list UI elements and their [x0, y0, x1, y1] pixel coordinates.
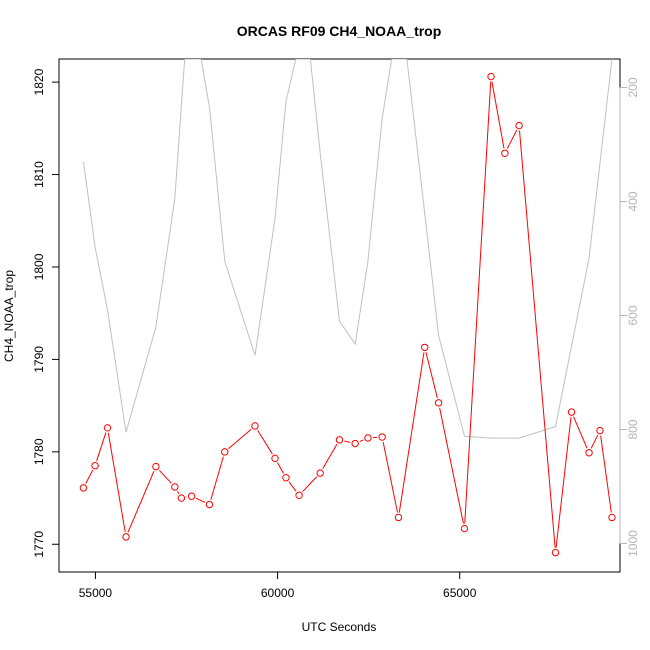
series-segment — [344, 440, 351, 443]
x-tick-label: 65000 — [443, 586, 477, 600]
data-point — [487, 72, 495, 81]
series-segment — [573, 416, 588, 449]
series-segment — [85, 469, 94, 484]
series-segment — [555, 417, 572, 548]
data-point — [221, 448, 229, 456]
series-segment — [425, 352, 438, 399]
series-segment — [195, 497, 206, 503]
series-segment — [519, 130, 556, 548]
y-tick-label: 1820 — [32, 68, 46, 95]
series-segment — [398, 352, 425, 513]
x-tick-label: 55000 — [79, 586, 113, 600]
data-point — [91, 462, 99, 470]
x-axis-label: UTC Seconds — [302, 620, 377, 634]
data-point — [567, 408, 576, 416]
series-segment — [127, 471, 155, 533]
series-segment — [491, 81, 505, 149]
y2-tick-label: 600 — [626, 305, 640, 325]
y-tick-label: 1780 — [32, 438, 46, 465]
data-point — [122, 533, 130, 541]
series-segment — [506, 129, 518, 150]
x-tick-label: 60000 — [261, 586, 295, 600]
data-point — [434, 399, 443, 407]
series-segment — [228, 428, 252, 449]
series-segment — [158, 469, 172, 484]
data-point — [187, 492, 196, 500]
data-point — [251, 422, 259, 430]
data-point — [205, 500, 214, 509]
data-point — [551, 548, 560, 557]
series-segment — [302, 476, 318, 493]
series-segment — [107, 432, 126, 533]
series-layer — [79, 59, 616, 557]
chart-title: ORCAS RF09 CH4_NOAA_trop — [237, 23, 442, 39]
series-segment — [382, 441, 399, 513]
data-point — [282, 474, 290, 482]
series-line — [82, 59, 613, 439]
series-segment — [176, 491, 180, 495]
series-segment — [464, 81, 492, 524]
y2-tick-label: 400 — [626, 191, 640, 211]
series-segment — [359, 439, 364, 442]
data-point — [585, 449, 593, 457]
data-point — [177, 494, 186, 502]
series-segment — [439, 407, 464, 524]
y2-axis: 200 400 600 800 1000 — [619, 77, 640, 557]
y-axis: 1770 1780 1790 1800 1810 1820 — [32, 68, 60, 558]
series-segment — [277, 462, 284, 474]
series-segment — [96, 432, 107, 462]
data-point — [460, 524, 469, 533]
data-point — [501, 149, 509, 157]
y-axis-label: CH4_NOAA_trop — [2, 270, 16, 362]
data-point — [394, 513, 403, 522]
data-point — [295, 491, 303, 499]
series-segment — [288, 481, 297, 492]
series-segment — [257, 429, 273, 455]
y-tick-label: 1810 — [32, 161, 46, 188]
series-segment — [322, 443, 338, 470]
y-tick-label: 1790 — [32, 346, 46, 373]
data-point — [335, 436, 344, 444]
data-point — [79, 484, 88, 492]
data-point — [421, 343, 429, 352]
data-point — [316, 469, 324, 477]
y-tick-label: 1800 — [32, 253, 46, 280]
series-segment — [210, 456, 224, 500]
data-point — [515, 121, 523, 130]
series-segment — [600, 435, 612, 513]
x-axis: 55000 60000 65000 — [79, 571, 477, 600]
data-point — [364, 434, 372, 442]
data-point — [351, 439, 359, 448]
data-point — [171, 483, 179, 491]
data-point — [378, 433, 386, 441]
y2-tick-label: 200 — [626, 77, 640, 97]
data-point — [271, 454, 279, 463]
series-segment — [590, 434, 599, 449]
series-right — [82, 59, 613, 439]
y-tick-label: 1770 — [32, 531, 46, 558]
plot-area-frame — [58, 58, 621, 573]
series-left — [79, 72, 616, 557]
data-point — [608, 513, 616, 522]
y2-tick-label: 1000 — [626, 530, 640, 557]
y2-tick-label: 800 — [626, 419, 640, 439]
data-point — [596, 426, 604, 435]
data-point — [152, 462, 160, 471]
data-point — [103, 424, 112, 432]
